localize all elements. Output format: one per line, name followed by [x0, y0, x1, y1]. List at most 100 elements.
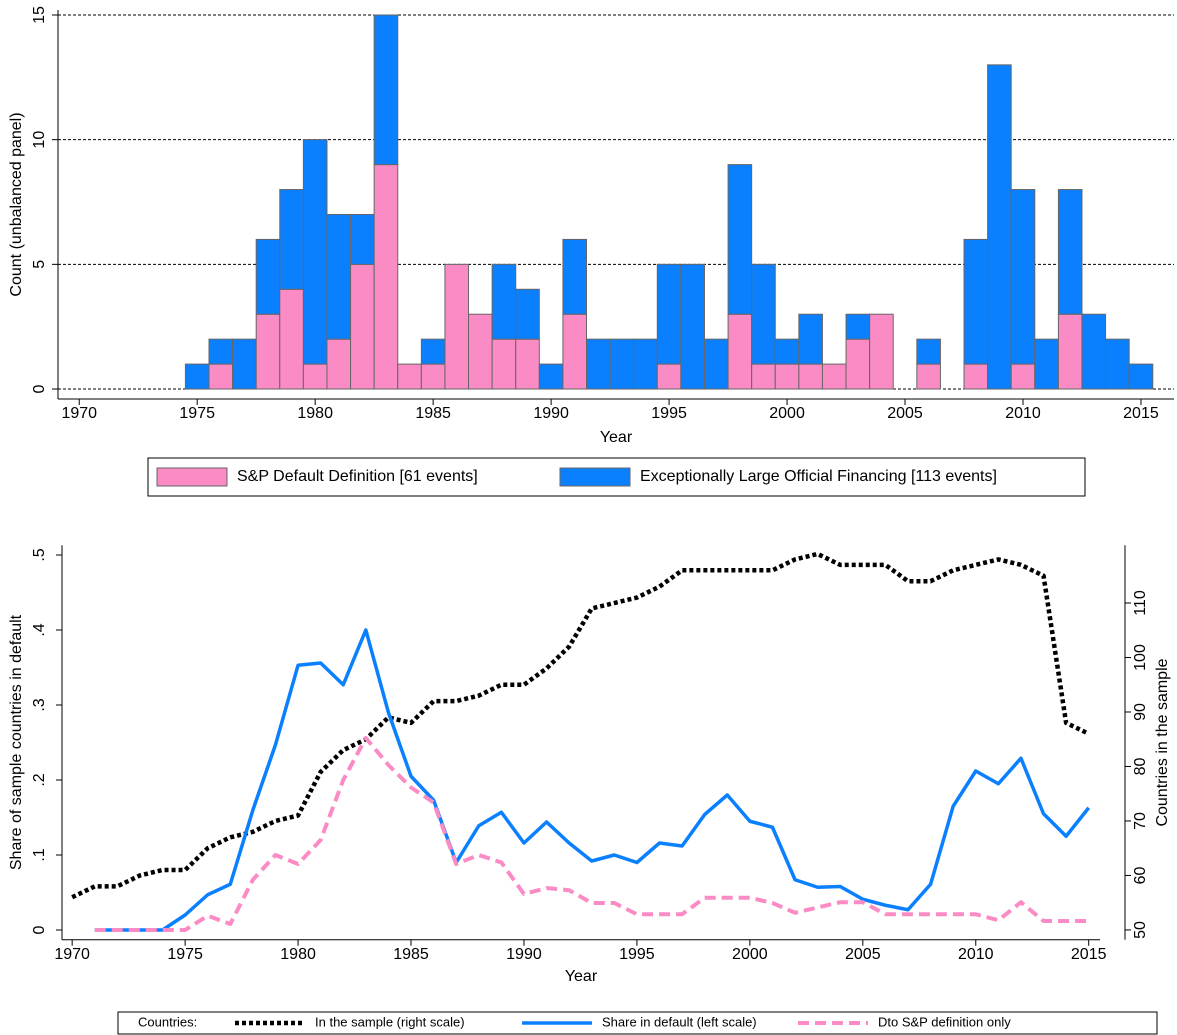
bar-segment [420, 363, 446, 390]
x-tick-label: 2005 [887, 405, 923, 422]
bar-segment [468, 313, 493, 390]
bar-segment [279, 189, 304, 290]
x-tick-label: 1980 [297, 405, 333, 422]
bar-segment [656, 363, 682, 390]
bar-segment [491, 338, 517, 390]
line-series [71, 551, 1090, 900]
line-series [94, 628, 1091, 932]
legend-label: Share in default (left scale) [602, 1014, 757, 1029]
x-tick-label: 1975 [167, 946, 203, 963]
bar-segment [279, 288, 304, 390]
y-tick-label: 10 [31, 131, 48, 149]
bar-segment [208, 363, 234, 390]
bar-segment [208, 338, 234, 365]
y2-tick-label: 80 [1132, 757, 1149, 775]
x-tick-label: 2000 [732, 946, 768, 963]
x-tick-label: 2005 [845, 946, 881, 963]
x-tick-label: 1975 [179, 405, 215, 422]
legend-swatch [156, 467, 228, 487]
bar-segment [397, 363, 422, 390]
y2-tick-label: 100 [1132, 644, 1149, 671]
bar-segment [869, 313, 894, 390]
bar-segment [491, 263, 517, 340]
bar-segment [916, 363, 941, 390]
bar-segment [586, 338, 611, 390]
y-tick-label: .1 [31, 848, 48, 861]
bar-segment [656, 263, 682, 365]
bar-segment [751, 263, 776, 365]
bar-segment [1034, 338, 1059, 390]
bar-segment [302, 139, 328, 365]
bar-segment [963, 238, 989, 365]
bar-segment [1057, 189, 1083, 315]
x-tick-label: 1990 [506, 946, 542, 963]
y-tick-label: .5 [31, 548, 48, 561]
x-axis-title: Year [565, 968, 598, 985]
bar-segment [798, 313, 823, 365]
y2-tick-label: 90 [1132, 703, 1149, 721]
bar-segment [184, 363, 210, 390]
y-tick-label: 0 [31, 925, 48, 934]
bar-segment [751, 363, 776, 390]
y2-axis-title: Countries in the sample [1154, 658, 1171, 826]
y-tick-label: .2 [31, 773, 48, 786]
bar-segment [987, 64, 1012, 390]
x-tick-label: 1995 [651, 405, 687, 422]
legend-label: Exceptionally Large Official Financing [… [640, 468, 997, 485]
bar-segment [420, 338, 446, 365]
x-tick-label: 1985 [415, 405, 451, 422]
bar-segment [538, 363, 564, 390]
x-tick-label: 2015 [1071, 946, 1107, 963]
y-tick-label: 0 [31, 384, 48, 393]
y2-tick-label: 110 [1132, 590, 1149, 616]
bar-segment [609, 338, 635, 390]
line-series [94, 736, 1089, 932]
bar-segment [1057, 313, 1083, 390]
legend-label: S&P Default Definition [61 events] [237, 468, 478, 485]
bar-segment [1010, 189, 1036, 365]
bar-segment [1105, 338, 1130, 390]
x-tick-label: 2010 [1005, 405, 1041, 422]
bar-segment [515, 288, 540, 340]
bar-segment [1010, 363, 1036, 390]
bar-segment [255, 313, 281, 390]
y-axis-title: Count (unbalanced panel) [8, 112, 25, 296]
bar-segment [373, 164, 399, 390]
bar-segment [326, 213, 352, 340]
x-tick-label: 1970 [54, 946, 90, 963]
legend-label: In the sample (right scale) [315, 1014, 465, 1029]
bar-segment [350, 263, 375, 390]
legend-swatch [559, 467, 631, 487]
bar-segment [232, 338, 257, 390]
x-tick-label: 1990 [533, 405, 569, 422]
y-tick-label: 5 [31, 260, 48, 269]
bar-segment [963, 363, 989, 390]
bar-segment [1081, 313, 1107, 390]
bar-segment [727, 313, 753, 390]
bar-segment [845, 338, 871, 390]
bar-segment [633, 338, 658, 390]
y-axis-title: Share of sample countries in default [8, 614, 25, 870]
x-tick-label: 2000 [769, 405, 805, 422]
x-tick-label: 2015 [1123, 405, 1159, 422]
y-tick-label: 15 [31, 6, 48, 24]
bar-segment [1128, 363, 1154, 390]
x-tick-label: 1995 [619, 946, 655, 963]
legend-label: Dto S&P definition only [878, 1014, 1011, 1029]
bar-segment [703, 338, 729, 390]
bar-segment [774, 363, 800, 390]
y2-tick-label: 60 [1132, 866, 1149, 884]
bar-segment [916, 338, 941, 365]
x-tick-label: 1970 [61, 405, 97, 422]
bar-segment [562, 313, 588, 390]
bar-segment [562, 238, 588, 315]
legend-title: Countries: [138, 1014, 197, 1029]
bar-segment [727, 164, 753, 315]
bar-segment [821, 363, 847, 390]
x-tick-label: 1985 [393, 946, 429, 963]
y-tick-label: .4 [31, 623, 48, 636]
bar-segment [774, 338, 800, 365]
bar-segment [350, 213, 375, 265]
